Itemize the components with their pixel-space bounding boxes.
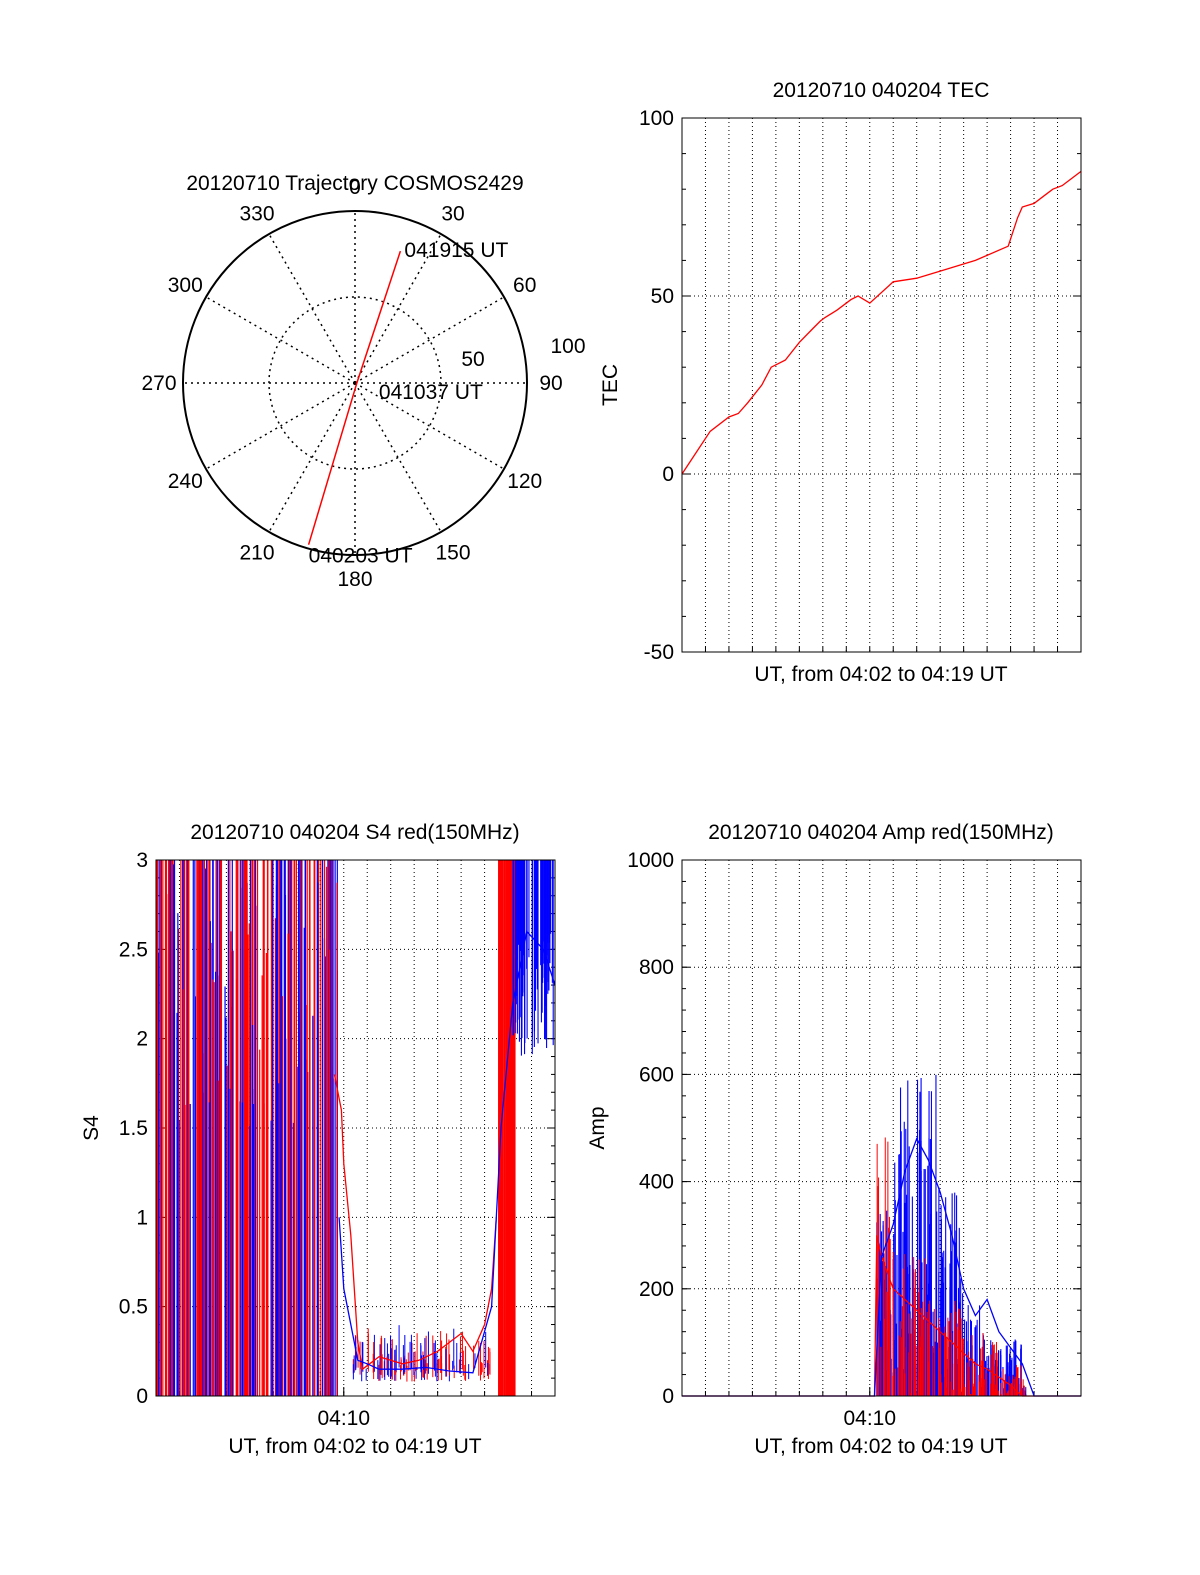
- polar-spoke: [268, 382, 356, 533]
- polar-labels: 0 30 60 90 120 150 180 210 240 270 300 330 50 100: [141, 176, 585, 591]
- y-tick-label: 800: [639, 956, 674, 979]
- plot-frame: [681, 859, 1082, 1397]
- polar-title: 20120710 Trajectory COSMOS2429: [186, 172, 523, 195]
- s4-x-axis-label: UT, from 04:02 to 04:19 UT: [228, 1435, 481, 1458]
- polar-trajectory-line: [307, 250, 402, 545]
- polar-spoke: [268, 233, 356, 384]
- polar-azimuth-label: 0: [349, 176, 361, 199]
- y-tick-label: 2: [136, 1028, 148, 1051]
- x-tick-label: 04:10: [317, 1407, 370, 1430]
- polar-azimuth-label: 150: [435, 542, 470, 565]
- y-tick-label: -50: [644, 641, 674, 664]
- tec-x-axis-label: UT, from 04:02 to 04:19 UT: [754, 663, 1007, 686]
- polar-time-label: 040203 UT: [309, 545, 413, 568]
- amp-title: 20120710 040204 Amp red(150MHz): [708, 821, 1054, 844]
- polar-radial-label: 100: [550, 335, 585, 358]
- tec-title: 20120710 040204 TEC: [773, 79, 990, 102]
- amp-chart-panel: 20120710 040204 Amp red(150MHz) Amp UT, …: [586, 821, 1082, 1458]
- polar-azimuth-label: 210: [239, 542, 274, 565]
- y-tick-label: 0: [136, 1385, 148, 1408]
- y-tick-label: 1000: [627, 849, 674, 872]
- polar-time-label: 041037 UT: [379, 381, 483, 404]
- y-tick-label: 0: [662, 1385, 674, 1408]
- polar-azimuth-label: 270: [141, 372, 176, 395]
- polar-time-label: 041915 UT: [404, 239, 508, 262]
- plot-frame: [155, 859, 556, 1397]
- y-tick-label: 50: [651, 285, 674, 308]
- amp-x-axis-label: UT, from 04:02 to 04:19 UT: [754, 1435, 1007, 1458]
- y-tick-label: 400: [639, 1171, 674, 1194]
- polar-grid: [182, 210, 528, 556]
- y-tick-label: 3: [136, 849, 148, 872]
- tec-chart-panel: 20120710 040204 TEC TEC UT, from 04:02 t…: [599, 79, 1082, 686]
- polar-azimuth-label: 240: [168, 470, 203, 493]
- data-series-line: [682, 1235, 1081, 1397]
- y-tick-label: 600: [639, 1063, 674, 1086]
- polar-spoke: [354, 233, 442, 384]
- polar-trajectory-panel: 20120710 Trajectory COSMOS2429 0 30 60 90 12…: [141, 172, 585, 591]
- polar-spoke: [354, 382, 442, 533]
- polar-azimuth-label: 330: [239, 202, 274, 225]
- polar-spoke: [354, 382, 505, 470]
- s4-chart-panel: 20120710 040204 S4 red(150MHz) S4 UT, fr…: [80, 821, 556, 1458]
- polar-spoke: [205, 296, 356, 384]
- s4-y-axis-label: S4: [80, 1115, 103, 1141]
- polar-spoke: [205, 382, 356, 470]
- amp-y-axis-label: Amp: [586, 1106, 609, 1149]
- y-tick-label: 0.5: [119, 1296, 148, 1319]
- polar-outer-circle: [182, 210, 528, 556]
- plot-frame: [681, 117, 1082, 653]
- polar-track: 040203 UT 041037 UT 041915 UT: [307, 239, 508, 568]
- polar-azimuth-label: 120: [507, 470, 542, 493]
- y-tick-label: 0: [662, 463, 674, 486]
- y-tick-label: 1: [136, 1206, 148, 1229]
- data-series-line: [333, 1074, 497, 1371]
- polar-spoke: [354, 296, 505, 384]
- tec-y-axis-label: TEC: [599, 364, 622, 406]
- data-series-line: [681, 170, 1082, 475]
- polar-azimuth-label: 300: [168, 274, 203, 297]
- polar-radial-label: 50: [461, 348, 484, 371]
- data-series-line: [682, 1137, 1081, 1397]
- s4-title: 20120710 040204 S4 red(150MHz): [190, 821, 519, 844]
- y-tick-label: 200: [639, 1278, 674, 1301]
- polar-azimuth-label: 90: [539, 372, 562, 395]
- polar-azimuth-label: 60: [513, 274, 536, 297]
- y-tick-label: 2.5: [119, 938, 148, 961]
- y-tick-label: 1.5: [119, 1117, 148, 1140]
- polar-azimuth-label: 30: [441, 202, 464, 225]
- data-series-line: [338, 930, 556, 1374]
- polar-azimuth-label: 180: [337, 568, 372, 591]
- x-tick-label: 04:10: [843, 1407, 896, 1430]
- y-tick-label: 100: [639, 107, 674, 130]
